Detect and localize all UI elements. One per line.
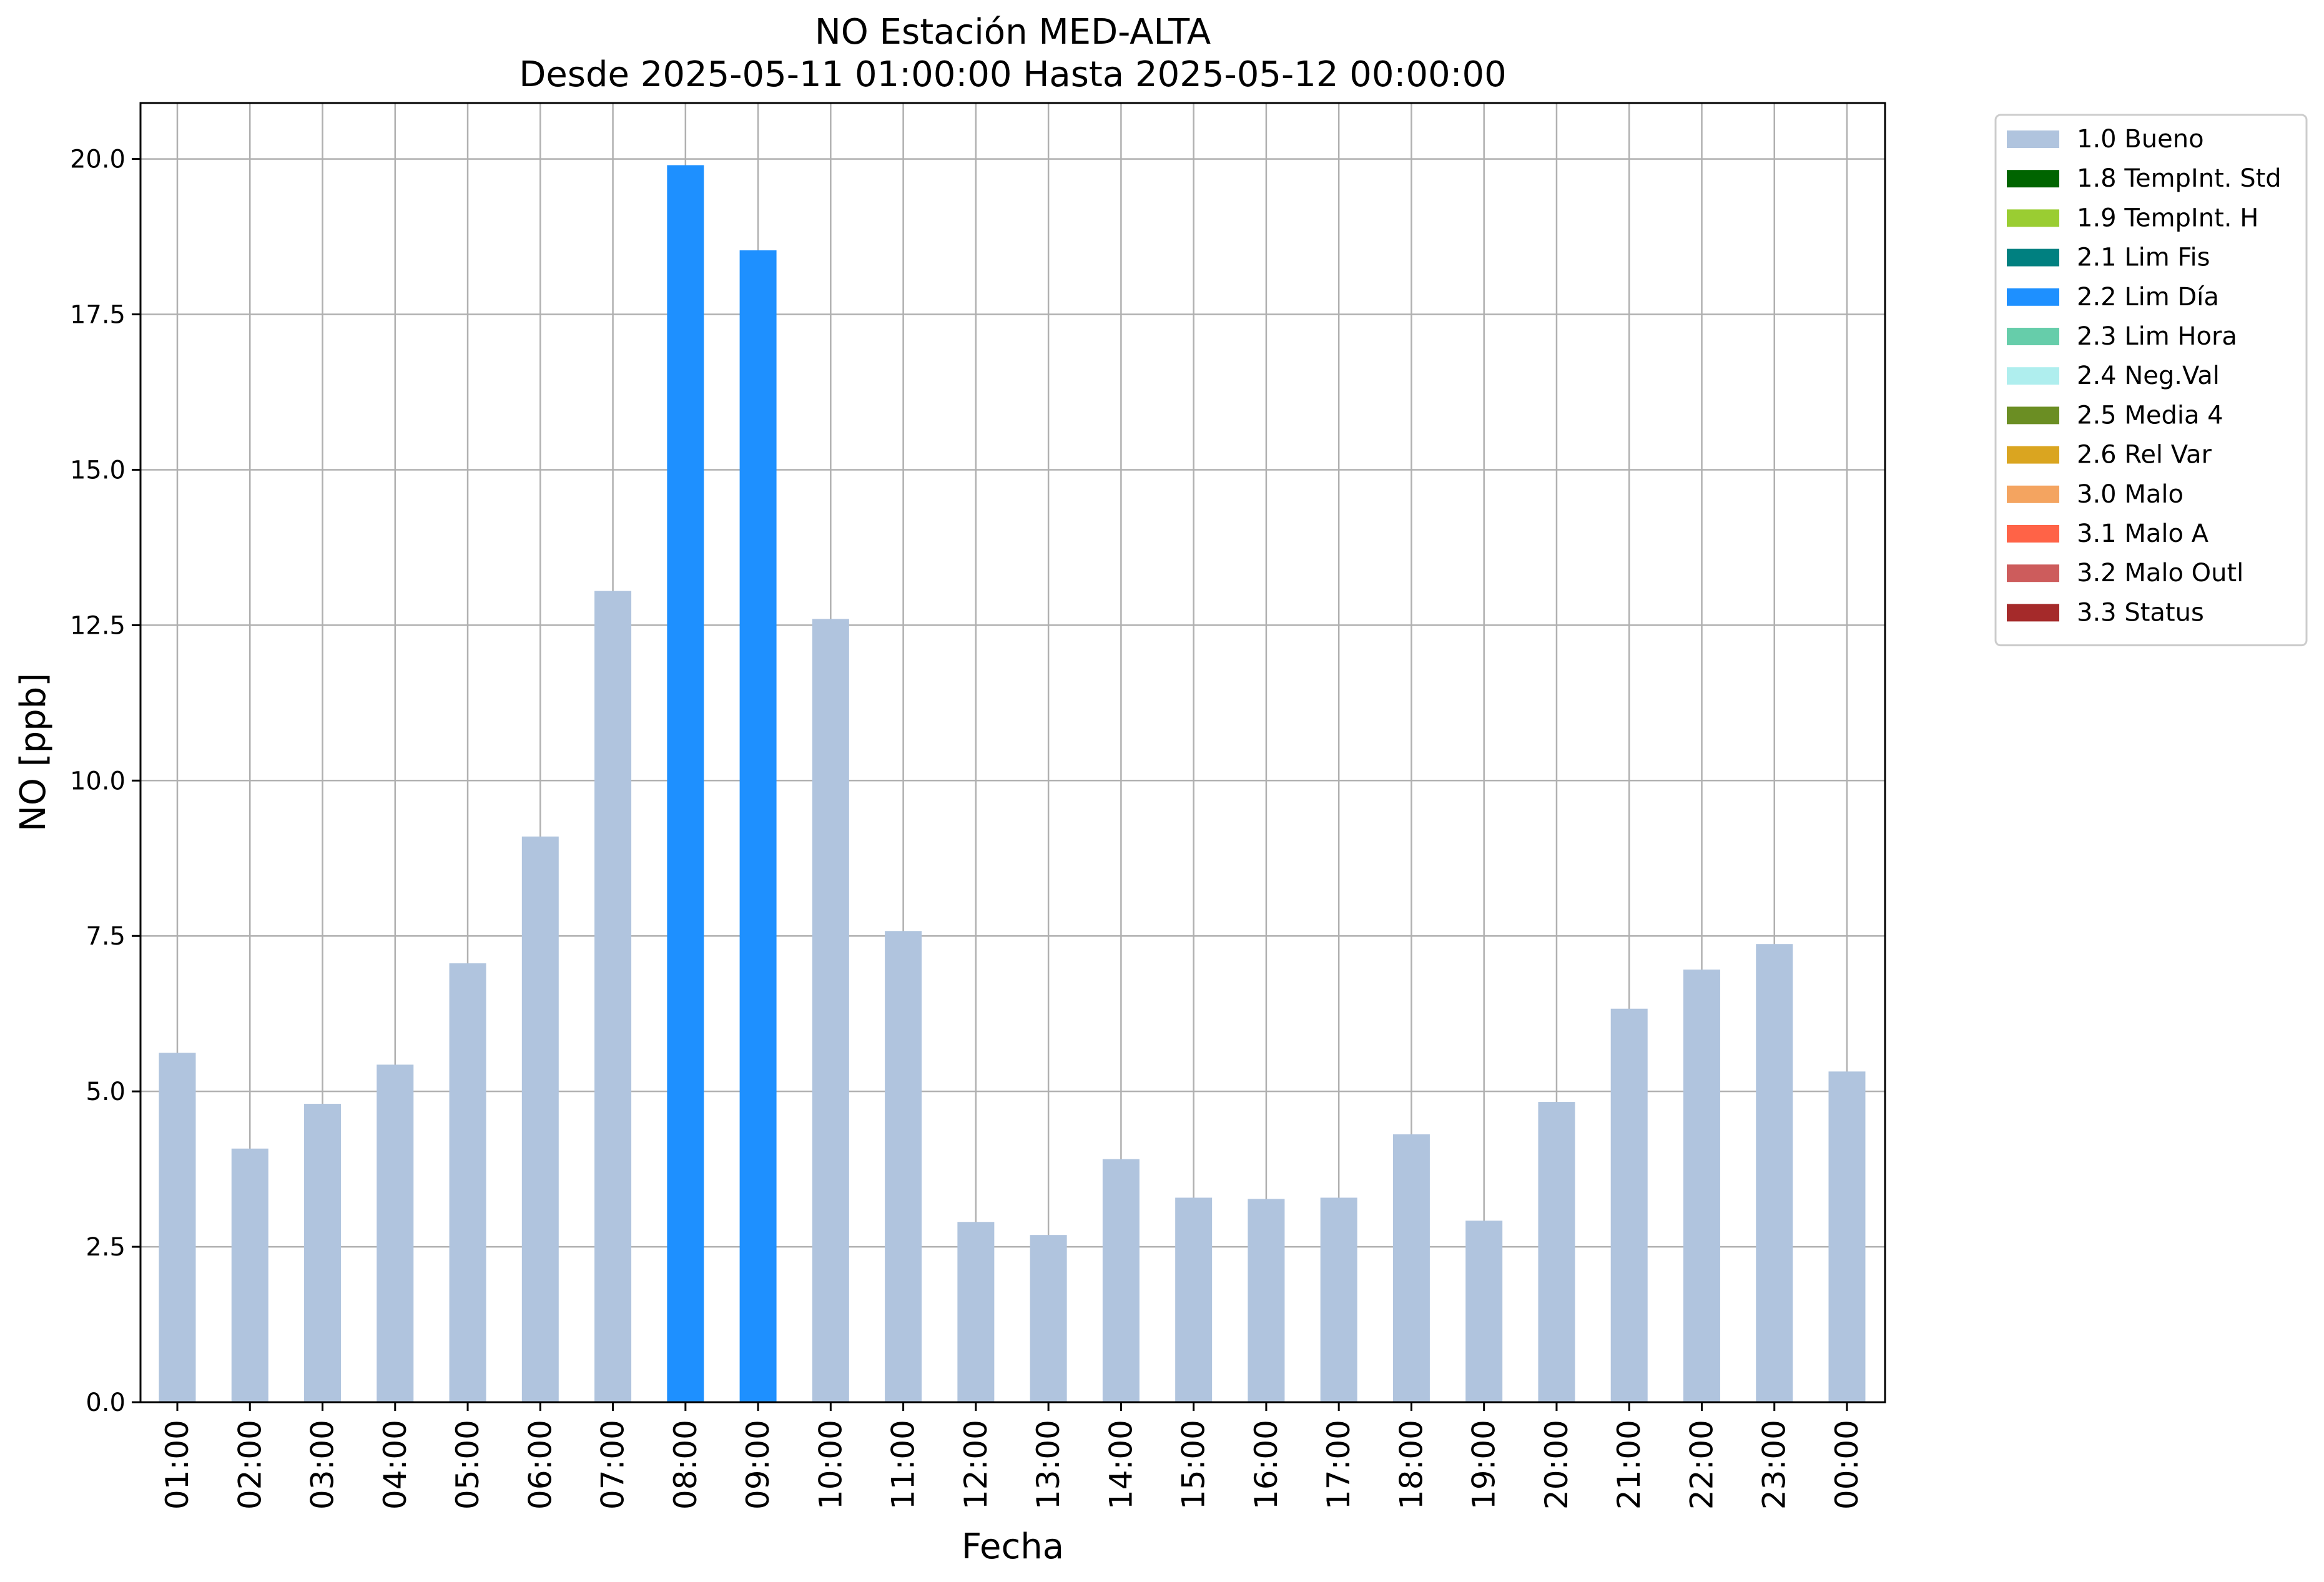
bar-1600 bbox=[1248, 1199, 1285, 1402]
legend-label: 1.8 TempInt. Std bbox=[2077, 164, 2282, 193]
bar-1400 bbox=[1102, 1159, 1140, 1402]
bar-1700 bbox=[1320, 1197, 1357, 1402]
bar-0200 bbox=[231, 1148, 268, 1402]
legend-swatch bbox=[2007, 446, 2059, 464]
plot-background bbox=[140, 103, 1885, 1402]
bar-2100 bbox=[1610, 1008, 1648, 1402]
x-tick-label: 19:00 bbox=[1466, 1420, 1502, 1510]
y-tick-label: 17.5 bbox=[70, 301, 126, 330]
y-axis-ticks: 0.0 2.5 5.0 7.5 10.0 12.5 15.0 17.5 20.0 bbox=[70, 145, 140, 1417]
legend-label: 3.2 Malo Outl bbox=[2077, 559, 2243, 587]
bar-0700 bbox=[594, 591, 632, 1402]
bar-0800 bbox=[667, 165, 704, 1403]
legend-box bbox=[1994, 114, 2308, 647]
x-tick-label: 02:00 bbox=[232, 1420, 268, 1510]
x-tick-label: 09:00 bbox=[740, 1420, 776, 1510]
x-tick-label: 10:00 bbox=[812, 1420, 849, 1510]
x-tick-label: 00:00 bbox=[1829, 1420, 1865, 1510]
plot-frame bbox=[139, 102, 1886, 1403]
y-tick-label: 7.5 bbox=[86, 922, 126, 951]
bar-1800 bbox=[1392, 1134, 1430, 1402]
x-tick-label: 03:00 bbox=[305, 1420, 341, 1510]
x-tick-label: 18:00 bbox=[1393, 1420, 1429, 1510]
bars-group bbox=[159, 165, 1866, 1403]
legend-label: 2.6 Rel Var bbox=[2077, 441, 2212, 469]
y-tick-label: 5.0 bbox=[86, 1078, 126, 1106]
bar-1000 bbox=[812, 619, 849, 1403]
y-tick-label: 0.0 bbox=[86, 1388, 126, 1417]
bar-1300 bbox=[1030, 1235, 1067, 1402]
legend-swatch bbox=[2007, 248, 2059, 267]
x-tick-label: 04:00 bbox=[377, 1420, 413, 1510]
x-tick-label: 05:00 bbox=[450, 1420, 486, 1510]
legend-label: 3.1 Malo A bbox=[2077, 519, 2209, 548]
bar-2000 bbox=[1538, 1102, 1575, 1402]
legend-swatch bbox=[2007, 406, 2059, 425]
chart-subtitle: Desde 2025-05-11 01:00:00 Hasta 2025-05-… bbox=[519, 54, 1507, 95]
chart-title: NO Estación MED-ALTA bbox=[815, 12, 1211, 52]
legend-swatch bbox=[2007, 170, 2059, 188]
legend-swatch bbox=[2007, 288, 2059, 306]
x-tick-label: 08:00 bbox=[667, 1420, 704, 1510]
bar-2300 bbox=[1756, 944, 1793, 1402]
legend-label: 1.0 Bueno bbox=[2077, 125, 2204, 154]
y-tick-label: 15.0 bbox=[70, 456, 126, 484]
legend-swatch bbox=[2007, 564, 2059, 582]
x-tick-label: 07:00 bbox=[595, 1420, 631, 1510]
x-tick-label: 13:00 bbox=[1030, 1420, 1066, 1510]
x-tick-label: 20:00 bbox=[1539, 1420, 1575, 1510]
bar-0400 bbox=[377, 1064, 414, 1402]
legend-label: 2.3 Lim Hora bbox=[2077, 322, 2237, 351]
legend-label: 2.5 Media 4 bbox=[2077, 401, 2223, 430]
y-tick-label: 10.0 bbox=[70, 767, 126, 795]
x-tick-label: 22:00 bbox=[1683, 1420, 1720, 1510]
y-tick-label: 12.5 bbox=[70, 611, 126, 640]
bar-1900 bbox=[1465, 1221, 1503, 1402]
legend-swatch bbox=[2007, 328, 2059, 345]
bar-0000 bbox=[1828, 1071, 1866, 1402]
x-tick-label: 06:00 bbox=[522, 1420, 558, 1510]
x-tick-label: 16:00 bbox=[1248, 1420, 1284, 1510]
legend-label: 1.9 TempInt. H bbox=[2077, 204, 2258, 232]
plot-border bbox=[139, 102, 1886, 1403]
x-tick-label: 14:00 bbox=[1103, 1420, 1139, 1510]
legend-swatch bbox=[2007, 485, 2059, 503]
y-axis-label: NO [ppb] bbox=[13, 673, 54, 832]
x-tick-label: 17:00 bbox=[1321, 1420, 1357, 1510]
x-tick-label: 01:00 bbox=[159, 1420, 195, 1510]
x-tick-label: 15:00 bbox=[1176, 1420, 1212, 1510]
legend-label: 2.2 Lim Día bbox=[2077, 283, 2219, 312]
bar-0500 bbox=[449, 963, 486, 1402]
y-tick-label: 20.0 bbox=[70, 145, 126, 174]
bar-0100 bbox=[159, 1053, 196, 1402]
bar-1100 bbox=[885, 931, 922, 1402]
x-axis-ticks: 01:00 02:00 03:00 04:00 05:00 06:00 07:00 08:00… bbox=[159, 1402, 1865, 1510]
y-tick-label: 2.5 bbox=[86, 1233, 126, 1262]
legend-label: 3.3 Status bbox=[2077, 598, 2204, 627]
bar-0900 bbox=[739, 250, 777, 1402]
legend-label: 2.1 Lim Fis bbox=[2077, 243, 2210, 272]
legend-swatch bbox=[2007, 209, 2059, 227]
x-tick-label: 11:00 bbox=[885, 1420, 922, 1510]
plot-area bbox=[140, 103, 1885, 1402]
legend: 1.0 Bueno 1.8 TempInt. Std 1.9 TempInt. H 2… bbox=[1994, 114, 2308, 647]
legend-label: 3.0 Malo bbox=[2077, 480, 2184, 509]
bar-2200 bbox=[1683, 969, 1720, 1402]
x-tick-label: 23:00 bbox=[1756, 1420, 1793, 1510]
legend-swatch bbox=[2007, 525, 2059, 543]
bar-1500 bbox=[1175, 1197, 1213, 1402]
x-axis-label: Fecha bbox=[962, 1526, 1064, 1567]
legend-swatch bbox=[2007, 367, 2059, 385]
x-tick-label: 12:00 bbox=[958, 1420, 994, 1510]
legend-swatch bbox=[2007, 130, 2059, 148]
bar-0300 bbox=[304, 1104, 342, 1402]
legend-label: 2.4 Neg.Val bbox=[2077, 361, 2220, 390]
bar-0600 bbox=[521, 836, 559, 1402]
bar-1200 bbox=[957, 1222, 995, 1402]
x-tick-label: 21:00 bbox=[1611, 1420, 1647, 1510]
legend-swatch bbox=[2007, 604, 2059, 622]
